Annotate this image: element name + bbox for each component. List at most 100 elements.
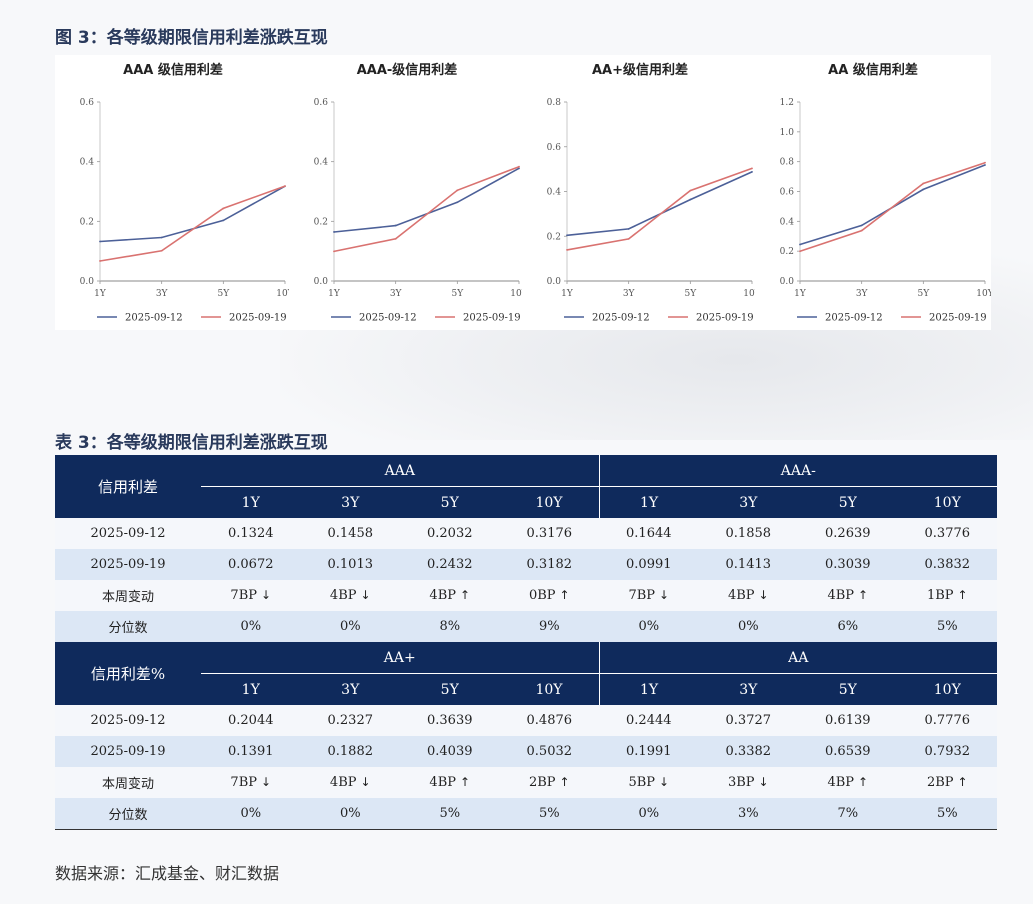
row-label-text: 分位数 [108, 808, 148, 823]
x-tick-label: 5Y [451, 289, 464, 299]
table-cell: 0.1991 [599, 736, 699, 767]
y-tick-label: 0.6 [780, 188, 795, 198]
table-cell: 0.1858 [698, 518, 799, 549]
cell-value: 0.2327 [327, 713, 374, 728]
arrow-up-icon: ↑ [957, 588, 968, 602]
term-header: 1Y [201, 673, 301, 705]
x-tick-label: 1Y [794, 289, 807, 299]
table-cell: 7% [798, 798, 898, 830]
term-header: 1Y [598, 486, 699, 518]
x-tick-label: 10Y [976, 289, 991, 299]
table-cell: 0% [698, 611, 799, 642]
table-cell: 0.3727 [698, 705, 799, 736]
y-tick-label: 0.4 [80, 158, 95, 168]
table-cell: 0.7776 [897, 705, 998, 736]
series-line-2 [333, 165, 520, 253]
table-cell: 4BP ↑ [400, 767, 500, 798]
cell-value: 5% [936, 806, 958, 821]
term-header: 5Y [400, 486, 500, 518]
cell-value: 0.2639 [825, 526, 871, 541]
cell-value: 0.7932 [924, 744, 971, 759]
table-cell: 0.2327 [300, 705, 400, 736]
series-line-1 [799, 164, 986, 246]
cell-value: 0% [240, 806, 262, 821]
y-tick-label: 1.2 [780, 98, 794, 108]
cell-value: 0% [339, 806, 361, 821]
arrow-up-icon: ↑ [858, 775, 869, 789]
chart-aaa-minus: AAA-级信用利差 0.0 0.2 0.4 0.6 1Y 3Y 5Y 10Y 2025-09-1… [289, 55, 525, 330]
series-point [333, 231, 335, 233]
cell-value: 8% [439, 619, 461, 634]
cell-value: 0.3727 [725, 713, 772, 728]
table-cell: 0.2639 [798, 518, 898, 549]
legend-label: 2025-09-19 [463, 313, 521, 324]
series-point [222, 219, 225, 222]
series-line-2 [799, 161, 986, 253]
term-header: 10Y [897, 673, 998, 705]
series-point [751, 170, 753, 173]
chart-aa-plus: AA+级信用利差 0.0 0.2 0.4 0.6 0.8 1Y 3Y 5Y 10Y 2025-09… [522, 55, 758, 330]
row-label: 2025-09-19 [55, 736, 201, 767]
cell-value: 0.4876 [526, 713, 573, 728]
series-point [860, 229, 863, 232]
table-cell: 1BP ↑ [897, 580, 998, 611]
y-tick-label: 0.2 [314, 217, 328, 227]
table-cell: 0% [201, 611, 301, 642]
row-label: 本周变动 [55, 767, 201, 798]
series-point [984, 161, 986, 164]
series-line-1 [99, 185, 286, 243]
legend-label: 2025-09-12 [592, 313, 650, 324]
y-tick-label: 0.8 [780, 158, 795, 168]
cell-value: 0.0672 [228, 557, 274, 572]
figure-title: 图 3：各等级期限信用利差涨跌互现 [55, 28, 328, 48]
cell-value: 0% [737, 619, 759, 634]
table-cell: 0.0991 [599, 549, 699, 580]
rating-group-header: AAA- [598, 455, 998, 487]
table-cell: 4BP ↓ [300, 580, 400, 611]
cell-value: 4BP [827, 588, 855, 603]
series-point [518, 165, 520, 168]
y-tick-label: 1.0 [780, 128, 795, 138]
cell-value: 0% [339, 619, 361, 634]
chart-svg: 0.0 0.2 0.4 0.6 0.8 1.0 1.2 1Y 3Y 5Y 10Y 2025-09-12… [780, 98, 991, 324]
rating-group-header: AA [598, 642, 998, 674]
chart-svg: 0.0 0.2 0.4 0.6 1Y 3Y 5Y 10Y 2025-09-12 2025-09-1… [80, 98, 291, 324]
cell-value: 4BP [429, 588, 456, 603]
arrow-up-icon: ↑ [858, 588, 869, 602]
term-header: 5Y [798, 673, 898, 705]
table-row: 本周变动 7BP ↓ 4BP ↓ 4BP ↑ 0BP ↑ 7BP ↓ 4BP ↓ 4BP ↑ 1BP ↑ [55, 580, 998, 611]
table-cell: 9% [499, 611, 600, 642]
cell-value: 1BP [926, 588, 954, 603]
y-tick-label: 0.4 [780, 217, 795, 227]
cell-value: 7% [837, 806, 859, 821]
table-cell: 3% [698, 798, 799, 830]
series-point [222, 207, 225, 210]
row-label-text: 2025-09-19 [90, 557, 166, 572]
table-cell: 5% [499, 798, 600, 830]
table-cell: 0.3176 [499, 518, 600, 549]
table-cell: 0% [201, 798, 301, 830]
term-header: 10Y [897, 486, 998, 518]
row-label-text: 本周变动 [101, 777, 154, 792]
table-cell: 2BP ↑ [897, 767, 998, 798]
table-group-header-row: 信用利差% AA+ AA [55, 642, 998, 705]
row-label-text: 2025-09-12 [90, 713, 166, 728]
series-point [689, 198, 692, 201]
series-point [922, 188, 925, 191]
row-label: 2025-09-19 [55, 549, 201, 580]
table-cell: 0.6539 [798, 736, 898, 767]
series-point [456, 189, 459, 192]
cell-value: 7BP [230, 775, 257, 790]
table-cell: 0.3776 [897, 518, 998, 549]
table-group-header-row: 信用利差 AAA AAA- [55, 455, 998, 518]
table-cell: 7BP ↓ [599, 580, 699, 611]
y-tick-label: 0.4 [314, 158, 329, 168]
table-cell: 4BP ↓ [300, 767, 400, 798]
table-cell: 6% [798, 611, 898, 642]
cell-value: 0.1413 [725, 557, 772, 572]
series-point [394, 224, 397, 227]
table-cell: 0.1413 [698, 549, 799, 580]
table-cell: 0.1324 [201, 518, 301, 549]
cell-value: 7BP [230, 588, 257, 603]
table-cell: 0.6139 [798, 705, 898, 736]
